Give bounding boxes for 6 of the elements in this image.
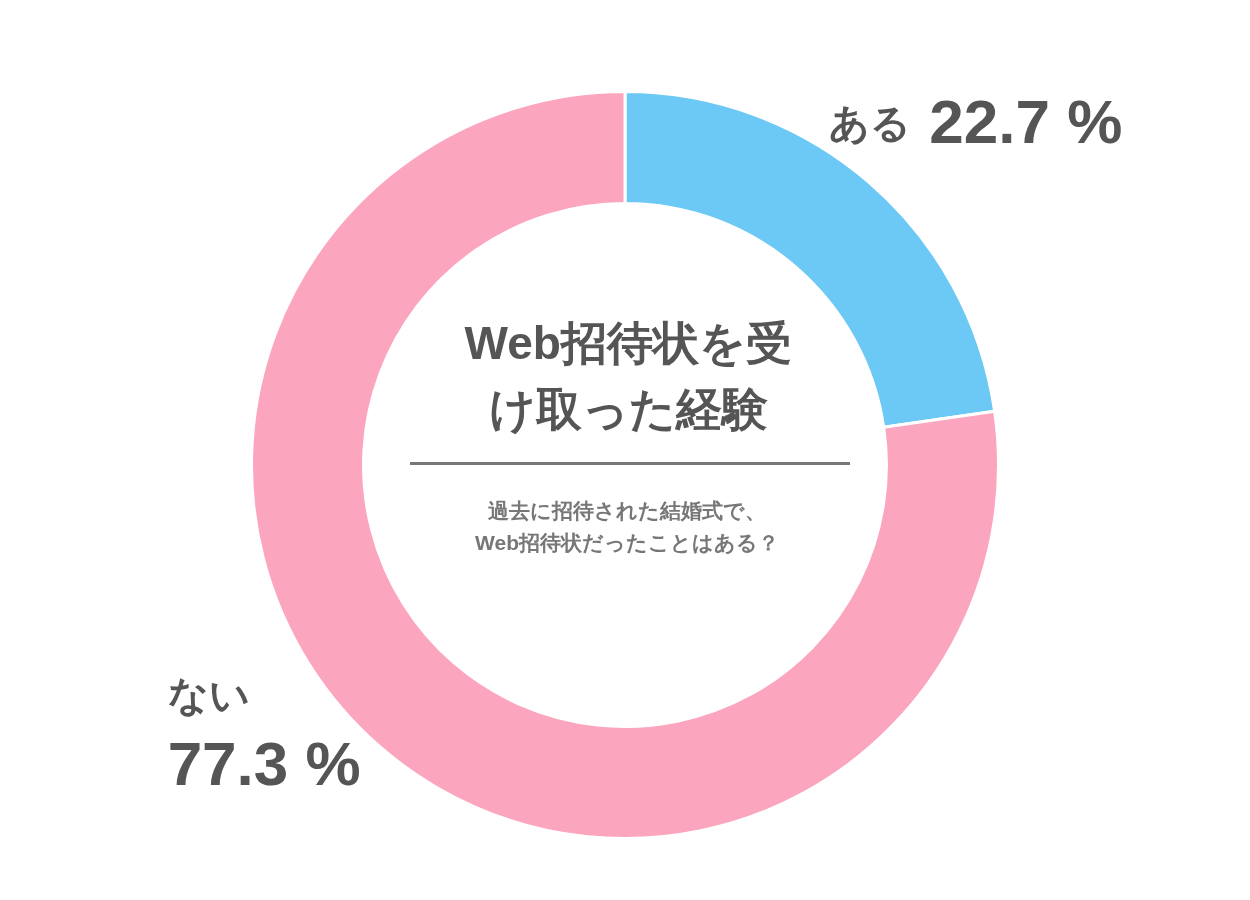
slice-label: ない [167,672,250,717]
data-label: 22.7 % [929,87,1123,157]
slice-label: ある [829,101,912,146]
text: 過去に招待された結婚式で、 Web招待状だったことはある？ [474,498,780,557]
text: Web招待状を受け取った経験 [463,316,793,437]
data-label: 77.3 % [167,728,361,798]
